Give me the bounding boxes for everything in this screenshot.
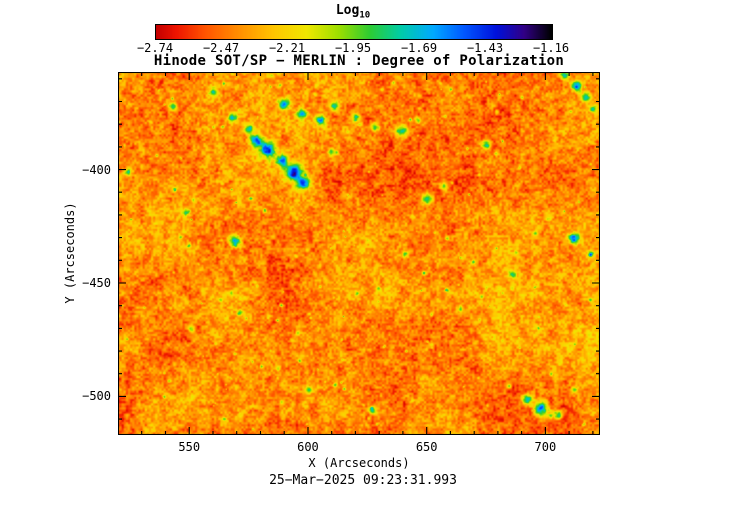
y-axis-tick-label: −450	[82, 275, 111, 290]
x-axis-tick-label: 700	[534, 440, 557, 454]
heatmap-canvas	[118, 72, 600, 435]
x-axis-label: X (Arcseconds)	[308, 456, 410, 470]
x-axis-tick-label: 550	[178, 440, 201, 454]
chart-title: Hinode SOT/SP − MERLIN : Degree of Polar…	[153, 53, 565, 69]
x-axis-tick-label: 600	[297, 440, 319, 454]
x-axis-tick-label: 650	[415, 440, 438, 454]
y-axis-tick-label: −500	[82, 389, 111, 404]
colorbar-scale-label-sub: 10	[359, 10, 371, 21]
y-axis-label: Y (Arcseconds)	[63, 202, 77, 304]
colorbar-tick-label: −1.16	[532, 41, 570, 55]
timestamp-label: 25−Mar−2025 09:23:31.993	[269, 473, 457, 488]
y-axis-tick-label: −400	[82, 162, 111, 177]
colorbar-tick-label: −1.69	[400, 41, 438, 55]
colorbar-gradient	[155, 24, 553, 40]
colorbar-scale-label: Log10	[336, 3, 370, 21]
colorbar-tick-label: −1.43	[466, 41, 504, 55]
colorbar-scale-label-main: Log	[335, 3, 360, 18]
colorbar-tick-label: −2.47	[202, 41, 240, 55]
colorbar-tick-label: −2.21	[268, 41, 306, 55]
colorbar-tick-label: −2.74	[136, 41, 174, 55]
colorbar-tick-label: −1.95	[334, 41, 372, 55]
